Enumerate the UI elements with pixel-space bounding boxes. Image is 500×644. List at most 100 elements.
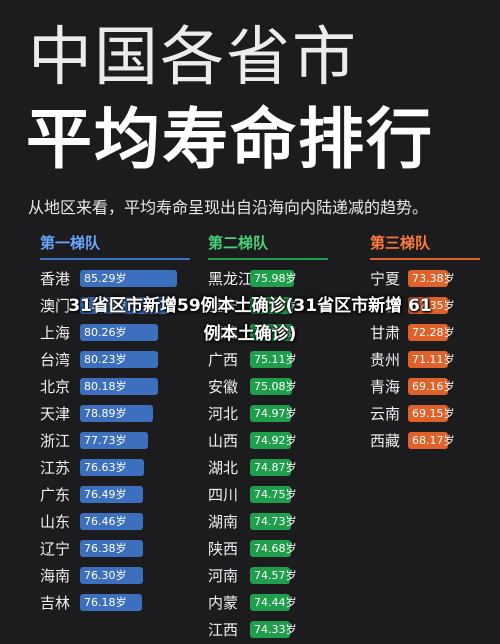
value-bar: 74.97岁	[250, 405, 297, 422]
bar-row: 天津 78.89岁	[40, 403, 186, 427]
bar-row: 海南 76.30岁	[40, 565, 186, 589]
value-bar: 74.33岁	[250, 621, 297, 638]
bar-row: 澳门 82.79岁	[40, 295, 186, 319]
bar-row: 安徽 75.08岁	[208, 376, 328, 400]
value-bar: 69.16岁	[408, 378, 455, 395]
value-bar: 73.38岁	[408, 270, 455, 287]
bar-row: 贵州 71.11岁	[370, 349, 490, 373]
value-bar: 82.79岁	[80, 297, 168, 314]
bar-row: 吉林 76.18岁	[40, 592, 186, 616]
bar-row: 河南 74.57岁	[208, 565, 328, 589]
tier-3-column: 第三梯队 宁夏 73.38岁 新疆 72.35岁 甘肃 72.28岁 贵州 71.11岁 青海 6…	[370, 232, 480, 450]
tier-2-column: 第二梯队 黑龙江 75.98岁 重庆 75.70岁 福建 75.76岁 广西 75.11岁 安徽…	[208, 232, 328, 639]
tier-2-heading: 第二梯队	[208, 232, 328, 260]
tier-1-heading: 第一梯队	[40, 232, 190, 260]
province-label: 安徽	[208, 378, 239, 396]
province-label: 云南	[370, 405, 401, 423]
province-label: 澳门	[40, 297, 71, 315]
value-bar: 80.18岁	[80, 378, 158, 395]
province-label: 湖北	[208, 459, 239, 477]
value-bar: 68.17岁	[408, 432, 455, 449]
value-bar: 76.30岁	[80, 567, 143, 584]
value-bar: 75.98岁	[250, 270, 297, 287]
value-bar: 76.38岁	[80, 540, 143, 557]
province-label: 海南	[40, 567, 71, 585]
bar-row: 宁夏 73.38岁	[370, 268, 490, 292]
value-bar: 69.15岁	[408, 405, 455, 422]
value-bar: 74.73岁	[250, 513, 297, 530]
value-bar: 76.49岁	[80, 486, 143, 503]
province-label: 河北	[208, 405, 239, 423]
bar-row: 上海 80.26岁	[40, 322, 186, 346]
province-label: 福建	[208, 324, 239, 342]
bar-row: 辽宁 76.38岁	[40, 538, 186, 562]
province-label: 辽宁	[40, 540, 71, 558]
bar-row: 江西 74.33岁	[208, 619, 328, 643]
bar-row: 四川 74.75岁	[208, 484, 328, 508]
bar-row: 山东 76.46岁	[40, 511, 186, 535]
value-bar: 85.29岁	[80, 270, 177, 287]
value-bar: 80.23岁	[80, 351, 158, 368]
province-label: 西藏	[370, 432, 401, 450]
value-bar: 74.92岁	[250, 432, 297, 449]
value-bar: 74.57岁	[250, 567, 297, 584]
bar-row: 新疆 72.35岁	[370, 295, 490, 319]
tier-1-column: 第一梯队 香港 85.29岁 澳门 82.79岁 上海 80.26岁 台湾 80.23岁 北京 8…	[40, 232, 190, 612]
title-line-2: 平均寿命排行	[26, 101, 434, 178]
bar-row: 台湾 80.23岁	[40, 349, 186, 373]
bar-row: 青海 69.16岁	[370, 376, 490, 400]
province-label: 贵州	[370, 351, 401, 369]
province-label: 广东	[40, 486, 71, 504]
bar-row: 重庆 75.70岁	[208, 295, 328, 319]
province-label: 重庆	[208, 297, 239, 315]
bar-row: 云南 69.15岁	[370, 403, 490, 427]
province-label: 浙江	[40, 432, 71, 450]
bar-row: 河北 74.97岁	[208, 403, 328, 427]
province-label: 内蒙	[208, 594, 239, 612]
bar-row: 陕西 74.68岁	[208, 538, 328, 562]
title-line-1: 中国各省市	[28, 21, 358, 95]
province-label: 新疆	[370, 297, 401, 315]
bar-row: 浙江 77.73岁	[40, 430, 186, 454]
value-bar: 76.46岁	[80, 513, 143, 530]
province-label: 江西	[208, 621, 239, 639]
province-label: 陕西	[208, 540, 239, 558]
province-label: 香港	[40, 270, 71, 288]
value-bar: 77.73岁	[80, 432, 148, 449]
news-overlay-text: 31省区市新增59例本土确诊(31省区市新增 61例本土确诊)	[68, 296, 432, 344]
bar-row: 北京 80.18岁	[40, 376, 186, 400]
province-label: 青海	[370, 378, 401, 396]
province-label: 江苏	[40, 459, 71, 477]
province-label: 山东	[40, 513, 71, 531]
province-label: 北京	[40, 378, 71, 396]
province-label: 黑龙江	[208, 270, 254, 288]
value-bar: 74.75岁	[250, 486, 297, 503]
province-label: 甘肃	[370, 324, 401, 342]
bar-row: 黑龙江 75.98岁	[208, 268, 328, 292]
bar-row: 湖北 74.87岁	[208, 457, 328, 481]
subtitle: 从地区来看，平均寿命呈现出自沿海向内陆递减的趋势。	[28, 198, 429, 217]
province-label: 台湾	[40, 351, 71, 369]
province-label: 河南	[208, 567, 239, 585]
bar-row: 香港 85.29岁	[40, 268, 186, 292]
province-label: 吉林	[40, 594, 71, 612]
province-label: 宁夏	[370, 270, 401, 288]
bar-row: 江苏 76.63岁	[40, 457, 186, 481]
bar-row: 西藏 68.17岁	[370, 430, 490, 454]
value-bar: 76.63岁	[80, 459, 144, 476]
value-bar: 75.08岁	[250, 378, 297, 395]
province-label: 天津	[40, 405, 71, 423]
tier-3-heading: 第三梯队	[370, 232, 480, 260]
bar-row: 广东 76.49岁	[40, 484, 186, 508]
province-label: 广西	[208, 351, 239, 369]
value-bar: 75.11岁	[250, 351, 297, 368]
bar-row: 福建 75.76岁	[208, 322, 328, 346]
province-label: 上海	[40, 324, 71, 342]
value-bar: 80.26岁	[80, 324, 158, 341]
bar-row: 甘肃 72.28岁	[370, 322, 490, 346]
value-bar: 74.87岁	[250, 459, 297, 476]
value-bar: 71.11岁	[408, 351, 455, 368]
value-bar: 78.89岁	[80, 405, 153, 422]
bar-row: 湖南 74.73岁	[208, 511, 328, 535]
bar-row: 内蒙 74.44岁	[208, 592, 328, 616]
